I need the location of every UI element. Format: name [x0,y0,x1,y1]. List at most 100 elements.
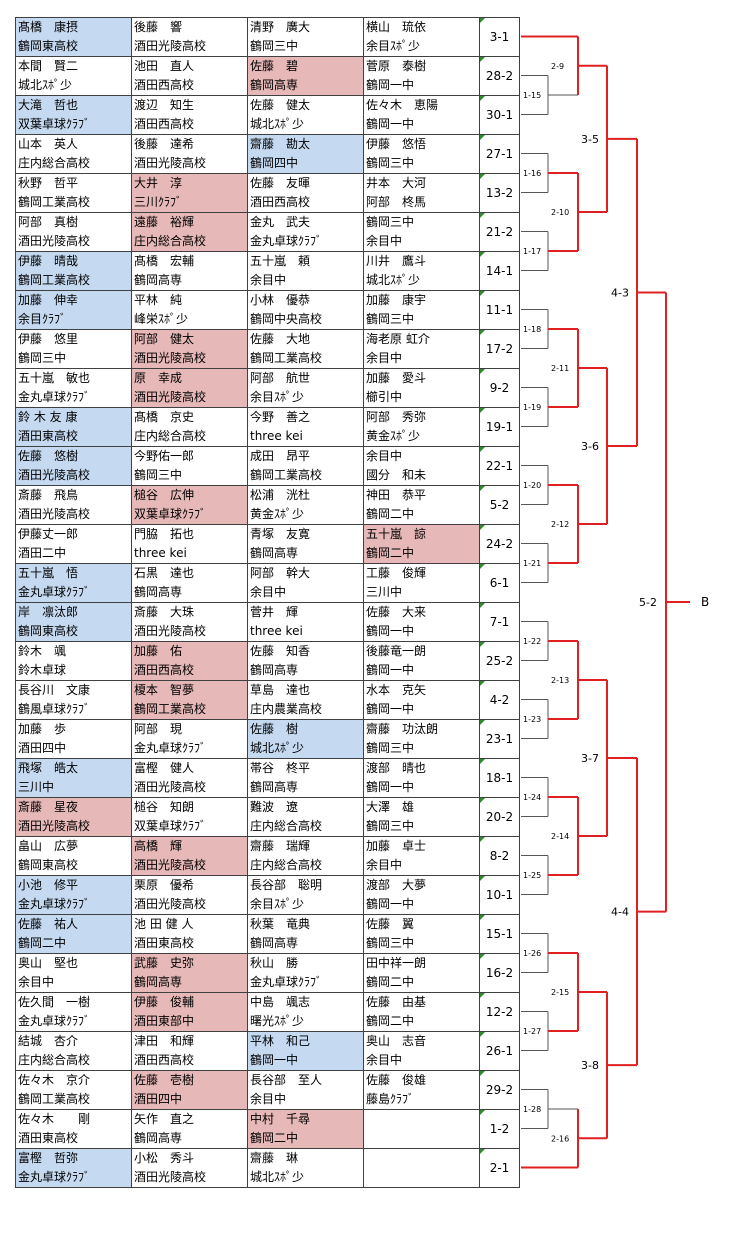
bracket-r1-label: 1-22 [523,637,541,646]
bracket-r1-label: 1-17 [523,247,541,256]
player-club: 鶴岡三中 [250,39,299,53]
player-name: 槌谷 広伸 [134,488,195,502]
player-name: 長谷部 聡明 [250,878,323,892]
player-club: 酒田光陵高校 [18,234,91,248]
player-name: 齋藤 功汰朗 [366,722,439,736]
player-name: 余目中 [366,449,403,463]
player-cell: 阿部 秀弥 黄金ｽﾎﾟ少 [363,407,480,447]
bracket-r2-label: 2-15 [551,988,569,997]
player-name: 髙橋 宏輔 [134,254,195,268]
player-club: 國分 和未 [366,468,427,482]
player-cell: 阿部 真樹 酒田光陵高校 [15,212,132,252]
player-name: 武藤 史弥 [134,956,195,970]
player-cell: 阿部 健太 酒田光陵高校 [131,329,248,369]
player-name: 工藤 俊輝 [366,566,427,580]
player-club: 余目ｸﾗﾌﾞ [18,312,67,326]
team-seed-cell: 19-1 [479,407,520,447]
player-cell: 加藤 歩酒田四中 [15,719,132,759]
player-name: 斎藤 飛鳥 [18,488,79,502]
player-name: 池 田 健 人 [134,917,194,931]
team-seed-cell: 30-1 [479,95,520,135]
draw-row: 五十嵐 敏也 金丸卓球ｸﾗﾌﾞ原 幸成 酒田光陵高校 阿部 航世 余目ｽﾎﾟ少 加藤 愛斗… [15,368,520,408]
player-name: 佐藤 壱樹 [134,1073,195,1087]
player-club: 余目ｽﾎﾟ少 [250,390,305,404]
draw-row: 畠山 広夢 鶴岡東高校 高橋 輝酒田光陵高校 齋藤 瑞輝 庄内総合高校 加藤 卓士 余目中 8… [15,836,520,876]
player-name: 大澤 雄 [366,800,415,814]
player-name: 鶴岡三中 [366,215,415,229]
bracket-r3-label: 3-6 [581,440,599,453]
player-name: 齋藤 瑞輝 [250,839,311,853]
draw-row: 斎藤 星夜 酒田光陵高校 槌谷 知朗 双葉卓球ｸﾗﾌﾞ 難波 遼庄内総合高校 大澤 雄鶴岡… [15,797,520,837]
player-name: 佐藤 大来 [366,605,427,619]
draw-row: 加藤 伸幸 余目ｸﾗﾌﾞ 平林 純峰栄ｽﾎﾟ少 小林 優恭 鶴岡中央高校 加藤 康宇 鶴岡三… [15,290,520,330]
player-cell: 山本 英人 庄内総合高校 [15,134,132,174]
player-cell: 髙橋 宏輔 鶴岡高専 [131,251,248,291]
player-cell: 佐藤 俊雄 藤島ｸﾗﾌﾞ [363,1070,480,1110]
player-club: 鶴岡二中 [366,975,415,989]
player-club: 峰栄ｽﾎﾟ少 [134,312,189,326]
player-cell: 槌谷 広伸 双葉卓球ｸﾗﾌﾞ [131,485,248,525]
player-cell: 渡部 晴也 鶴岡一中 [363,758,480,798]
player-club: 鶴岡三中 [366,312,415,326]
player-cell: 齋藤 琳城北ｽﾎﾟ少 [247,1148,364,1188]
player-name: 佐藤 大地 [250,332,311,346]
player-cell: 菅井 輝 three kei [247,602,364,642]
player-name: 佐藤 由基 [366,995,427,1009]
draw-row: 秋野 哲平 鶴岡工業高校 大井 淳三川ｸﾗﾌﾞ 佐藤 友暉 酒田西高校 井本 大河 阿部 柊… [15,173,520,213]
player-name: 佐藤 知香 [250,644,311,658]
player-name: 佐藤 樹 [250,722,299,736]
bracket-r2-label: 2-12 [551,520,569,529]
player-cell: 原 幸成 酒田光陵高校 [131,368,248,408]
player-cell: 奥山 志音 余目中 [363,1031,480,1071]
draw-row: 佐々木 京介 鶴岡工業高校 佐藤 壱樹 酒田四中 長谷部 至人 余目中 佐藤 俊雄 藤島ｸﾗﾌ… [15,1070,520,1110]
player-club: 鶴岡一中 [250,1053,299,1067]
player-club: 金丸卓球ｸﾗﾌﾞ [18,1170,91,1184]
player-name: 榎本 智夢 [134,683,195,697]
player-cell: 伊藤 悠里 鶴岡三中 [15,329,132,369]
player-name: 佐久間 一樹 [18,995,91,1009]
player-cell: 中村 千尋 鶴岡二中 [247,1109,364,1149]
draw-row: 飛塚 皓太 三川中 富樫 健人 酒田光陵高校 帯谷 柊平 鶴岡高専 渡部 晴也 鶴岡一中 18-… [15,758,520,798]
draw-row: 加藤 歩酒田四中 阿部 現金丸卓球ｸﾗﾌﾞ 佐藤 樹城北ｽﾎﾟ少 齋藤 功汰朗 鶴岡三中… [15,719,520,759]
player-cell: 金丸 武夫 金丸卓球ｸﾗﾌﾞ [247,212,364,252]
player-cell: 五十嵐 敏也 金丸卓球ｸﾗﾌﾞ [15,368,132,408]
draw-row: 伊藤丈一郎 酒田二中 門脇 拓也 three kei 青塚 友寛 鶴岡高専 五十嵐 諒鶴岡二… [15,524,520,564]
player-cell: 青塚 友寛 鶴岡高専 [247,524,364,564]
player-cell: 後藤 響酒田光陵高校 [131,17,248,57]
player-club: 鈴木卓球 [18,663,67,677]
player-club: 鶴岡二中 [366,507,415,521]
player-cell: 海老原 虹介 余目中 [363,329,480,369]
player-cell: 難波 遼庄内総合高校 [247,797,364,837]
draw-row: 伊藤 悠里 鶴岡三中 阿部 健太 酒田光陵高校 佐藤 大地 鶴岡工業高校 海老原 虹介 余目中… [15,329,520,369]
player-name: 池田 直人 [134,59,195,73]
draw-row: 伊藤 晴哉 鶴岡工業高校 髙橋 宏輔 鶴岡高専 五十嵐 頼余目中 川井 鷹斗 城北ｽﾎﾟ少 1… [15,251,520,291]
team-seed-cell: 22-1 [479,446,520,486]
player-cell: 遠藤 裕輝 庄内総合高校 [131,212,248,252]
bracket-r1-label: 1-19 [523,403,541,412]
player-club: 三川ｸﾗﾌﾞ [134,195,183,209]
player-club: 庄内総合高校 [134,234,207,248]
team-seed-cell: 28-2 [479,56,520,96]
player-club: 酒田二中 [18,546,67,560]
player-club: 阿部 柊馬 [366,195,427,209]
draw-row: 長谷川 文康 鶴風卓球ｸﾗﾌﾞ 榎本 智夢 鶴岡工業高校 草島 達也 庄内農業高校 水本 克… [15,680,520,720]
player-name: 高橋 輝 [134,839,183,853]
player-club: 鶴岡三中 [366,819,415,833]
player-club: 鶴岡工業高校 [250,468,323,482]
player-name: 難波 遼 [250,800,299,814]
player-cell: 鶴岡三中 余目中 [363,212,480,252]
player-cell: 佐藤 友暉 酒田西高校 [247,173,364,213]
player-name: 岸 凛汰郎 [18,605,79,619]
player-cell: 佐藤 由基 鶴岡二中 [363,992,480,1032]
player-club: 金丸卓球ｸﾗﾌﾞ [18,1014,91,1028]
bracket-r5-label: 5-2 [639,596,657,609]
player-cell: 加藤 伸幸 余目ｸﾗﾌﾞ [15,290,132,330]
team-seed-cell: 10-1 [479,875,520,915]
player-cell: 槌谷 知朗 双葉卓球ｸﾗﾌﾞ [131,797,248,837]
player-club: 鶴岡一中 [366,702,415,716]
player-name: 金丸 武夫 [250,215,311,229]
bracket-r1-label: 1-16 [523,169,541,178]
draw-row: 佐藤 悠樹 酒田光陵高校 今野佑一郎 鶴岡三中 成田 昂平 鶴岡工業高校 余目中 國分 和未 2… [15,446,520,486]
bracket-r1-label: 1-28 [523,1105,541,1114]
player-club: 鶴岡一中 [366,117,415,131]
